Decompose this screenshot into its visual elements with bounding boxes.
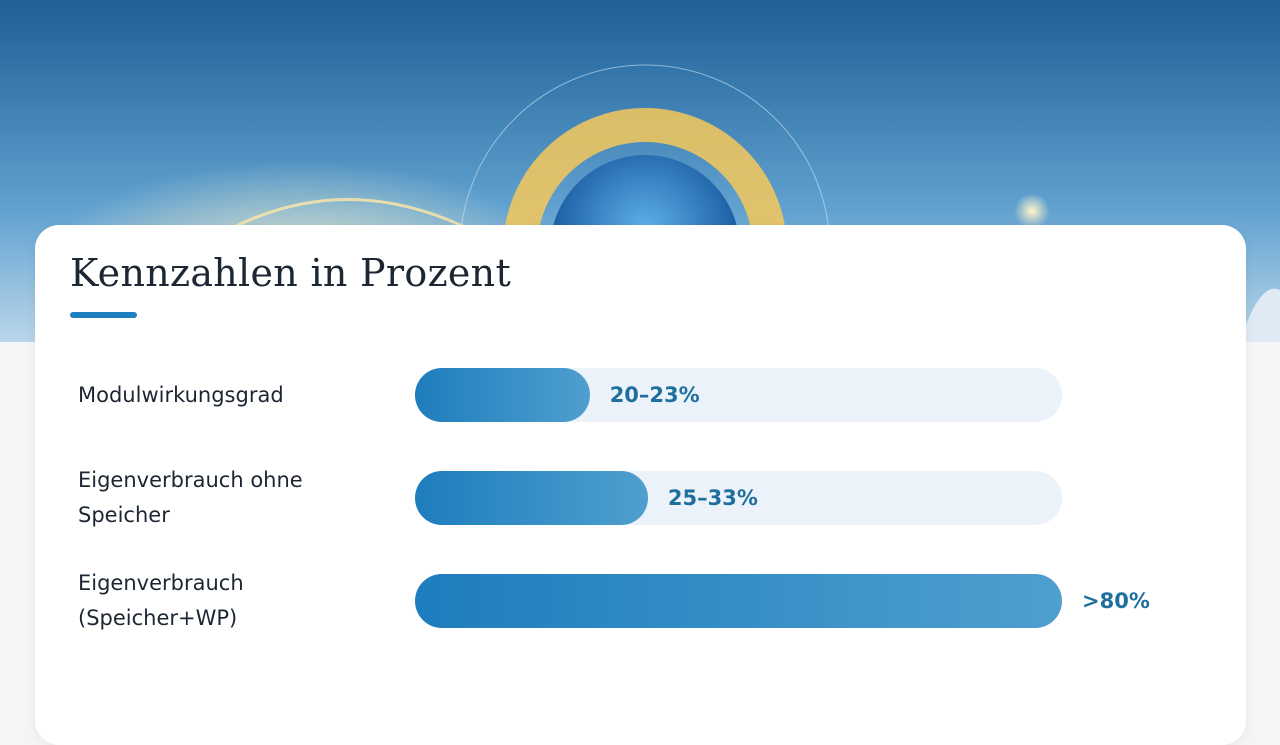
row-label: Eigenverbrauch ohne Speicher [78, 468, 303, 527]
bar-track [415, 368, 1062, 422]
title-underline [70, 312, 137, 318]
value-label: 20–23% [609, 383, 700, 407]
value-label: 25–33% [667, 486, 758, 510]
row-label: Eigenverbrauch (Speicher+WP) [78, 571, 244, 630]
bar [415, 574, 1062, 628]
bar-track [415, 471, 1062, 525]
bar-track [415, 574, 1062, 628]
title: Kennzahlen in Prozent [70, 251, 512, 295]
row-label: Modulwirkungsgrad [78, 382, 284, 407]
bar [415, 368, 590, 422]
bar [415, 471, 648, 525]
value-label: >80% [1082, 589, 1150, 613]
card: Kennzahlen in Prozent Modulwirkungsgrad 2… [35, 225, 1246, 745]
